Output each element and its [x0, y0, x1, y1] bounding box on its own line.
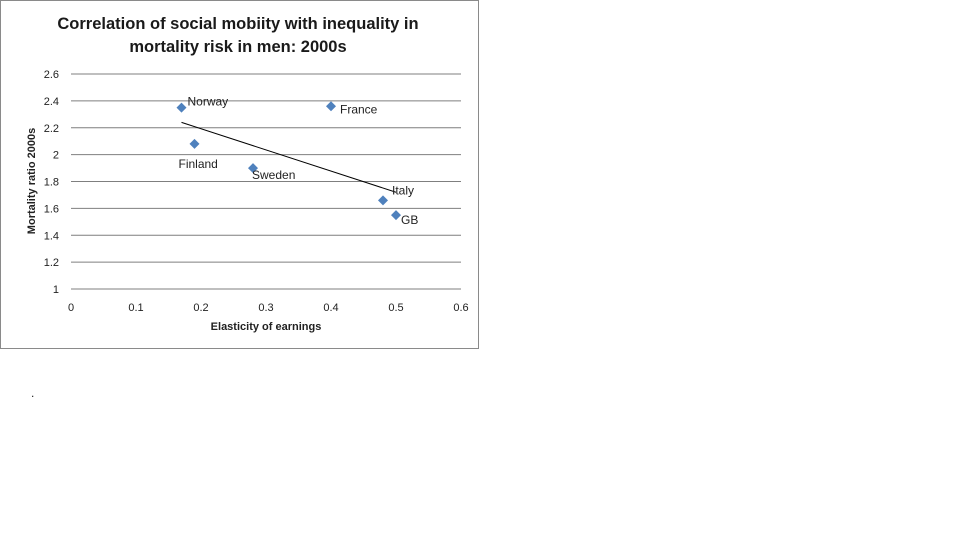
y-tick-label-7: 2.4 [44, 96, 59, 108]
point-label-france: France [340, 102, 378, 116]
data-point-norway [176, 102, 187, 113]
trendline-group [181, 121, 397, 193]
chart-title-line-2: mortality risk in men: 2000s [129, 38, 346, 56]
data-point-finland [189, 138, 200, 149]
y-tick-label-0: 1 [53, 284, 59, 296]
tick-labels: 1 1.2 1.4 1.6 1.8 2 2.2 2.4 2.6 0 0.1 0.2 0.3 0.4 0.5 0… [44, 69, 469, 314]
y-tick-label-2: 1.4 [44, 230, 59, 242]
point-label-sweden: Sweden [252, 168, 295, 182]
y-tick-label-5: 2 [53, 150, 59, 162]
y-tick-label-6: 2.2 [44, 123, 59, 135]
y-tick-label-1: 1.2 [44, 257, 59, 269]
data-point-sweden [248, 163, 258, 174]
x-tick-label-6: 0.6 [453, 302, 468, 314]
x-tick-label-5: 0.5 [388, 302, 403, 314]
x-tick-label-1: 0.1 [128, 302, 143, 314]
point-label-norway: Norway [188, 95, 229, 109]
point-label-finland: Finland [179, 157, 218, 171]
x-tick-label-4: 0.4 [323, 302, 338, 314]
data-points: Norway Finland Sweden France Italy GB [176, 95, 418, 227]
x-tick-label-2: 0.2 [193, 302, 208, 314]
y-tick-label-8: 2.6 [44, 69, 59, 81]
point-label-gb: GB [401, 213, 418, 227]
data-point-italy [378, 195, 388, 206]
x-tick-label-0: 0 [68, 302, 74, 314]
scatter-chart: Correlation of social mobiity with inequ… [26, 15, 469, 333]
x-tick-label-3: 0.3 [258, 302, 273, 314]
data-point-france [326, 101, 336, 112]
chart-frame: Correlation of social mobiity with inequ… [0, 0, 479, 349]
data-point-gb [391, 210, 401, 221]
x-axis-label: Elasticity of earnings [211, 321, 322, 333]
gridlines [71, 73, 461, 290]
y-tick-label-3: 1.6 [44, 203, 59, 215]
chart-title-line-1: Correlation of social mobiity with inequ… [57, 15, 418, 33]
point-label-italy: Italy [392, 183, 414, 197]
y-tick-label-4: 1.8 [44, 177, 59, 189]
stray-text: . [31, 386, 35, 400]
trendline [181, 121, 397, 193]
y-axis-label: Mortality ratio 2000s [26, 128, 38, 234]
